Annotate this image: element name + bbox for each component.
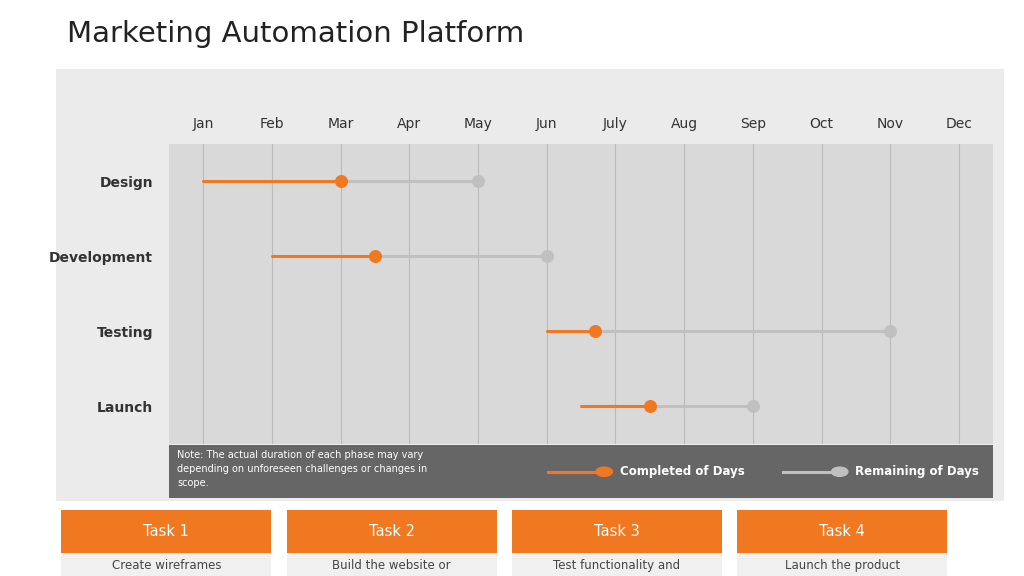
Point	[642, 401, 658, 411]
Point	[367, 252, 383, 261]
Text: Completed of Days: Completed of Days	[620, 465, 744, 478]
Text: Task 4: Task 4	[819, 524, 865, 539]
Text: Test functionality and
performance.: Test functionality and performance.	[553, 559, 681, 576]
Text: Note: The actual duration of each phase may vary
depending on unforeseen challen: Note: The actual duration of each phase …	[177, 450, 427, 488]
Point	[470, 177, 486, 186]
Text: Remaining of Days: Remaining of Days	[855, 465, 979, 478]
Text: Create wireframes
and mockups.: Create wireframes and mockups.	[112, 559, 221, 576]
Point	[882, 327, 898, 336]
Text: Task 2: Task 2	[369, 524, 415, 539]
Text: Marketing Automation Platform: Marketing Automation Platform	[67, 20, 524, 48]
Point	[333, 177, 349, 186]
Point	[744, 401, 761, 411]
Point	[587, 327, 603, 336]
Text: Task 1: Task 1	[143, 524, 189, 539]
Text: Task 3: Task 3	[594, 524, 640, 539]
Text: Launch the product
and gather feedback.: Launch the product and gather feedback.	[779, 559, 905, 576]
Text: Build the website or
application.: Build the website or application.	[333, 559, 451, 576]
Point	[539, 252, 555, 261]
